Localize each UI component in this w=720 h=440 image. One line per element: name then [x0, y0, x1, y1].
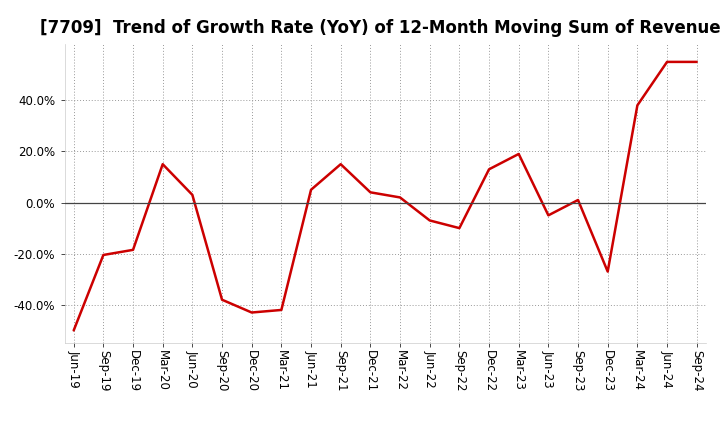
Title: [7709]  Trend of Growth Rate (YoY) of 12-Month Moving Sum of Revenues: [7709] Trend of Growth Rate (YoY) of 12-…: [40, 19, 720, 37]
